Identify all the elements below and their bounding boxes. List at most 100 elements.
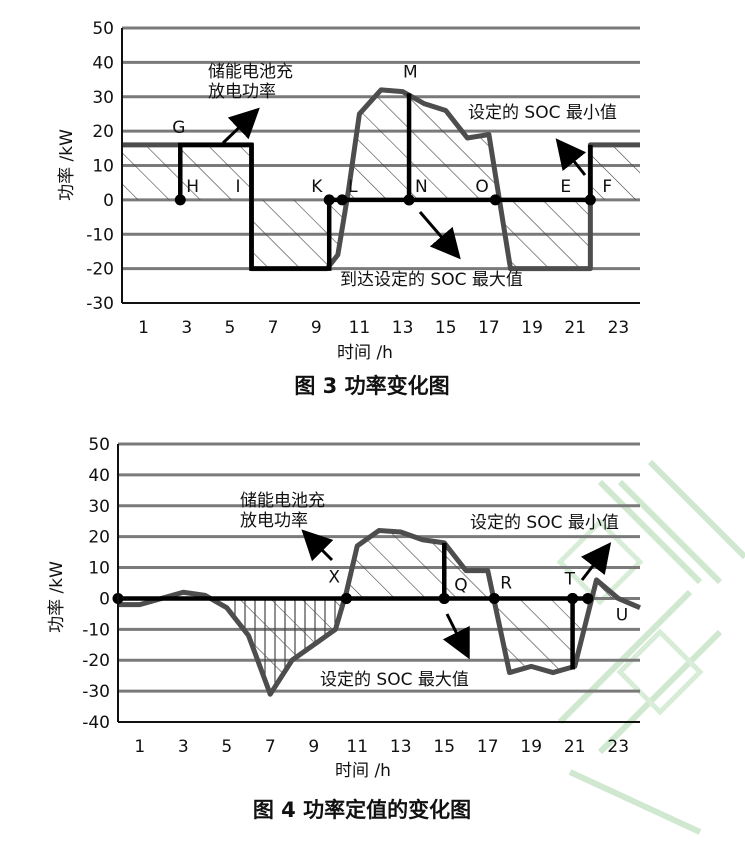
point-label-L: L bbox=[348, 177, 358, 197]
annotation-soc-min: 设定的 SOC 最小值 bbox=[468, 103, 617, 123]
series-1-point bbox=[489, 194, 501, 206]
x-tick-label: 7 bbox=[265, 737, 276, 757]
y-tick-label: 40 bbox=[92, 53, 114, 73]
arrow-soc-min bbox=[580, 542, 612, 581]
point-label-M: M bbox=[403, 62, 418, 82]
annotation-storage-power-2: 放电功率 bbox=[240, 511, 308, 531]
point-label-G: G bbox=[172, 118, 185, 138]
x-tick-label: 11 bbox=[349, 318, 371, 338]
x-tick-label: 1 bbox=[134, 737, 145, 757]
y-tick-label: 10 bbox=[88, 559, 110, 579]
arrow-storage-power bbox=[221, 107, 260, 145]
point-label-O: O bbox=[475, 177, 488, 197]
y-tick-label: 20 bbox=[88, 528, 110, 548]
x-tick-label: 1 bbox=[138, 318, 149, 338]
x-tick-label: 15 bbox=[435, 318, 457, 338]
chart-hatch-fill bbox=[118, 530, 640, 695]
series-0-vertical-hatch bbox=[226, 598, 345, 695]
x-tick-label: 9 bbox=[311, 318, 322, 338]
y-tick-label: 50 bbox=[88, 435, 110, 455]
series-0-hatched-area bbox=[118, 530, 640, 695]
series-1-point bbox=[340, 592, 352, 604]
y-tick-label: 30 bbox=[92, 88, 114, 108]
series-1-point bbox=[336, 194, 348, 206]
x-tick-label: 5 bbox=[221, 737, 232, 757]
series-1-line bbox=[118, 542, 588, 670]
annotation-storage-power-1: 储能电池充 bbox=[240, 491, 325, 511]
series-1-point bbox=[403, 194, 415, 206]
y-tick-label: 20 bbox=[92, 122, 114, 142]
point-label-H: H bbox=[186, 177, 199, 197]
figure-3-caption: 图 3 功率变化图 bbox=[294, 374, 449, 398]
point-label-N: N bbox=[415, 177, 428, 197]
arrow-soc-min bbox=[555, 138, 587, 176]
series-1-point bbox=[438, 592, 450, 604]
y-tick-label: 0 bbox=[99, 589, 110, 609]
chart-series bbox=[122, 87, 640, 272]
x-tick-label: 23 bbox=[607, 737, 629, 757]
y-tick-label: -10 bbox=[86, 225, 114, 245]
series-1-point bbox=[567, 592, 579, 604]
arrow-soc-max bbox=[442, 613, 470, 660]
x-tick-label: 17 bbox=[478, 318, 500, 338]
point-label-T: T bbox=[564, 569, 576, 589]
series-1-point bbox=[582, 592, 594, 604]
x-tick-label: 19 bbox=[521, 318, 543, 338]
y-tick-label: -20 bbox=[86, 260, 114, 280]
point-label-I: I bbox=[236, 177, 241, 197]
y-tick-label: -20 bbox=[82, 651, 110, 671]
x-tick-label: 17 bbox=[477, 737, 499, 757]
point-label-Q: Q bbox=[454, 575, 467, 595]
x-tick-label: 19 bbox=[520, 737, 542, 757]
x-tick-label: 3 bbox=[178, 737, 189, 757]
chart-series bbox=[112, 527, 641, 697]
annotation-storage-power-1: 储能电池充 bbox=[208, 62, 293, 82]
point-label-K: K bbox=[311, 177, 323, 197]
y-tick-label: 30 bbox=[88, 497, 110, 517]
annotation-soc-max: 到达设定的 SOC 最大值 bbox=[340, 270, 523, 290]
point-label-F: F bbox=[602, 177, 612, 197]
y-tick-label: 50 bbox=[92, 19, 114, 39]
chart-point-labels: G H I K L M N O E F bbox=[172, 62, 612, 197]
x-tick-label: 23 bbox=[608, 318, 630, 338]
x-tick-label: 21 bbox=[564, 737, 586, 757]
x-tick-label: 21 bbox=[564, 318, 586, 338]
y-tick-label: -40 bbox=[82, 713, 110, 733]
point-label-U: U bbox=[616, 605, 628, 625]
annotation-soc-max: 设定的 SOC 最大值 bbox=[320, 670, 469, 690]
y-axis-label: 功率 /kW bbox=[47, 561, 67, 633]
y-tick-label: -30 bbox=[86, 294, 114, 314]
x-tick-label: 7 bbox=[268, 318, 279, 338]
series-1-point bbox=[323, 194, 335, 206]
y-tick-label: -10 bbox=[82, 620, 110, 640]
series-1-point bbox=[584, 194, 596, 206]
series-1-point bbox=[174, 194, 186, 206]
y-tick-label: 40 bbox=[88, 466, 110, 486]
x-tick-label: 3 bbox=[181, 318, 192, 338]
point-label-E: E bbox=[560, 177, 571, 197]
x-axis-label: 时间 /h bbox=[337, 343, 393, 363]
x-tick-label: 13 bbox=[392, 318, 414, 338]
x-tick-label: 11 bbox=[346, 737, 368, 757]
point-label-X: X bbox=[328, 567, 340, 587]
x-tick-label: 9 bbox=[308, 737, 319, 757]
annotation-soc-min: 设定的 SOC 最小值 bbox=[470, 513, 619, 533]
x-tick-label: 15 bbox=[433, 737, 455, 757]
chart-point-labels: X Q R T U bbox=[328, 567, 628, 625]
x-tick-label: 13 bbox=[390, 737, 412, 757]
arrow-storage-power bbox=[301, 529, 334, 562]
point-label-R: R bbox=[500, 573, 512, 593]
y-axis-label: 功率 /kW bbox=[57, 129, 77, 201]
x-axis-label: 时间 /h bbox=[335, 761, 391, 781]
x-tick-label: 5 bbox=[225, 318, 236, 338]
arrow-soc-max bbox=[418, 211, 461, 260]
y-tick-label: 0 bbox=[103, 191, 114, 211]
figure-4-caption: 图 4 功率定值的变化图 bbox=[253, 798, 471, 822]
series-1-point bbox=[488, 592, 500, 604]
y-tick-label: -30 bbox=[82, 682, 110, 702]
annotation-storage-power-2: 放电功率 bbox=[208, 82, 276, 102]
